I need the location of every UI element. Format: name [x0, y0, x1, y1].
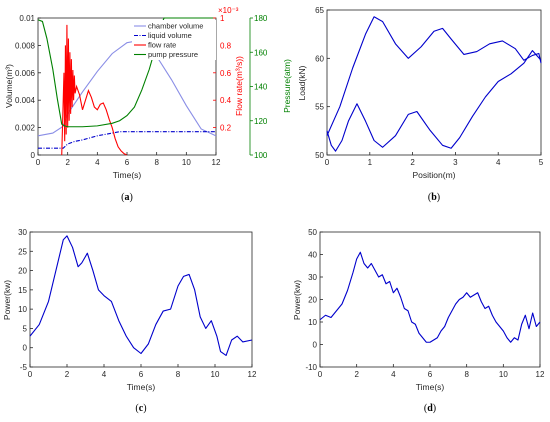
panel-a-flow-ytick-label: 0.2 — [220, 124, 232, 133]
panel-a-pressure-ytick-label: 180 — [254, 14, 268, 23]
panel-c-series-line-1 — [29, 235, 253, 356]
panel-a-outer-right-ylabel: Pressure(atm) — [282, 59, 292, 113]
panel-b-plot-area — [326, 9, 542, 156]
panel-d-xlabel: Time(s) — [416, 382, 445, 392]
panel-a-pressure-ytick-label: 160 — [254, 48, 268, 57]
panel-d-ytick-label: 50 — [308, 228, 317, 237]
panel-c-ytick-label: 30 — [18, 228, 27, 237]
panel-d-xtick-label: 4 — [391, 370, 396, 379]
panel-c-xtick-label: 2 — [65, 370, 70, 379]
panel-d-ytick-label: 30 — [308, 273, 317, 282]
panel-b-xtick-label: 1 — [368, 158, 373, 167]
panel-d-xtick-label: 12 — [536, 370, 545, 379]
panel-c-ytick-label: 10 — [18, 305, 27, 314]
panel-d-ytick-label: 40 — [308, 251, 317, 260]
panel-a-xlabel: Time(s) — [113, 170, 142, 180]
panel-a-pressure-ytick-label: 100 — [254, 151, 268, 160]
panel-a-xtick-label: 8 — [154, 158, 159, 167]
panel-c-xlabel: Time(s) — [127, 382, 156, 392]
panel-b-xtick-label: 2 — [410, 158, 415, 167]
panel-b-xlabel: Position(m) — [413, 170, 456, 180]
panel-b-ytick-label: 65 — [315, 6, 324, 15]
panel-c-xtick-label: 0 — [28, 370, 33, 379]
panel-b-ytick-label: 60 — [315, 54, 324, 63]
panel-b-ytick-label: 50 — [315, 151, 324, 160]
panel-c-ytick-label: 25 — [18, 247, 27, 256]
panel-a-xtick-label: 10 — [182, 158, 191, 167]
panel-a-legend-label: pump pressure — [148, 50, 198, 59]
panel-a-flow-multiplier: ×10⁻³ — [218, 6, 239, 15]
panel-c-xtick-label: 10 — [211, 370, 220, 379]
panel-a-left-ytick-label: 0.01 — [19, 14, 35, 23]
panel-b-xtick-label: 5 — [539, 158, 544, 167]
panel-a-legend-label: flow rate — [148, 41, 176, 50]
panel-b-series-line-2 — [326, 50, 542, 152]
panel-a-series-pump-pressure — [37, 17, 216, 128]
panel-a-xtick-label: 0 — [36, 158, 41, 167]
panel-d-ytick-label: 10 — [308, 318, 317, 327]
panel-c-ytick-label: 20 — [18, 267, 27, 276]
panel-c-ylabel: Power(kw) — [2, 280, 12, 320]
panel-d-xtick-label: 2 — [354, 370, 359, 379]
panel-d-plot-area — [319, 231, 541, 368]
panel-a-left-ytick-label: 0.002 — [15, 124, 36, 133]
panel-a-left-ytick-label: 0.006 — [15, 69, 36, 78]
panel-d-ylabel: Power(kw) — [292, 280, 302, 320]
panel-c-xtick-label: 8 — [176, 370, 181, 379]
panel-a-legend-box — [132, 20, 216, 60]
panel-a-pressure-ytick-label: 140 — [254, 83, 268, 92]
panel-a-left-ytick-label: 0 — [31, 151, 36, 160]
panel-d-ytick-label: 0 — [313, 341, 318, 350]
panel-a-left-ytick-label: 0.008 — [15, 41, 36, 50]
panel-d-ytick-label: 20 — [308, 296, 317, 305]
panel-c-ytick-label: 15 — [18, 286, 27, 295]
panel-d-series-line-1 — [319, 251, 541, 343]
panel-a-flow-ytick-label: 1 — [220, 14, 225, 23]
panel-c-caption: (c) — [135, 403, 146, 414]
panel-a-pressure-ytick-label: 120 — [254, 117, 268, 126]
panel-d-ytick-label: -10 — [305, 363, 317, 372]
panel-a-series-flow-rate — [61, 24, 128, 156]
panel-d-xtick-label: 6 — [428, 370, 433, 379]
panel-a-caption: (a) — [121, 192, 133, 203]
panel-a-legend-label: liquid volume — [148, 31, 192, 40]
panel-c-xtick-label: 4 — [102, 370, 107, 379]
panel-b-xtick-label: 3 — [453, 158, 458, 167]
panel-a-xtick-label: 12 — [212, 158, 221, 167]
panel-b-caption: (b) — [428, 192, 440, 203]
panel-a-flow-ytick-label: 0.8 — [220, 41, 232, 50]
panel-b-xtick-label: 0 — [325, 158, 330, 167]
panel-a-legend-label: chamber volume — [148, 22, 203, 31]
panel-d-xtick-label: 10 — [499, 370, 508, 379]
panel-c-plot-area — [29, 231, 253, 368]
panel-a-flow-ytick-label: 0.4 — [220, 96, 232, 105]
panel-d-xtick-label: 0 — [318, 370, 323, 379]
panel-a-xtick-label: 2 — [65, 158, 70, 167]
panel-c-ytick-label: 5 — [23, 324, 28, 333]
panel-c-xtick-label: 12 — [248, 370, 257, 379]
panel-b-ytick-label: 55 — [315, 103, 324, 112]
panel-a-xtick-label: 4 — [95, 158, 100, 167]
panel-a-left-ytick-label: 0.004 — [15, 96, 36, 105]
panel-d-caption: (d) — [424, 403, 436, 414]
panel-b-series-line-1 — [326, 16, 542, 136]
panel-b-xtick-label: 4 — [496, 158, 501, 167]
panel-c-ytick-label: -5 — [20, 363, 28, 372]
panel-b-ylabel: Load(kN) — [297, 65, 307, 100]
panel-a-left-ylabel: Volume(m³) — [4, 64, 14, 108]
panel-a-inner-right-ylabel: Flow rate(m³/s)) — [234, 56, 244, 116]
panel-c-ytick-label: 0 — [23, 344, 28, 353]
panel-a-flow-ytick-label: 0.6 — [220, 69, 232, 78]
panel-a-xtick-label: 6 — [125, 158, 130, 167]
panel-a: 0 2 4 6 8 10 1200.0020.0040.0060.0080.010.20.4… — [4, 6, 292, 203]
panel-d-xtick-label: 8 — [464, 370, 469, 379]
panel-c-xtick-label: 6 — [139, 370, 144, 379]
